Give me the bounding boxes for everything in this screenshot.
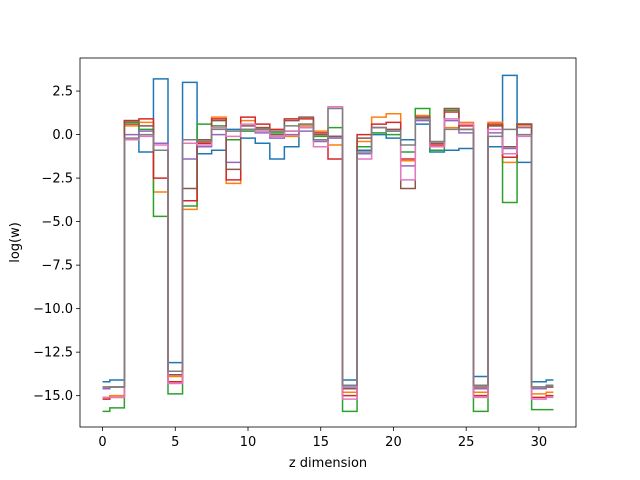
y-axis: −15.0 −12.5 −10.0 −7.5 −5.0 −2.5 0.0 2.5 (33, 85, 80, 404)
series-layer (102, 74, 554, 413)
x-axis: 0 5 10 15 20 25 30 (98, 427, 547, 450)
series-line-7 (102, 107, 554, 388)
x-tick-label: 25 (458, 435, 475, 450)
y-tick-label: 0.0 (52, 128, 73, 143)
series-line-3 (102, 111, 554, 400)
y-tick-label: −7.5 (41, 259, 73, 274)
x-axis-label: z dimension (289, 456, 367, 471)
x-tick-label: 20 (385, 435, 402, 450)
axes-frame (79, 57, 577, 428)
y-axis-label: log(w) (8, 222, 23, 263)
x-tick-label: 5 (171, 435, 179, 450)
y-tick-label: −2.5 (41, 172, 73, 187)
x-tick-label: 15 (312, 435, 329, 450)
y-tick-label: −15.0 (33, 389, 73, 404)
y-tick-label: −12.5 (33, 346, 73, 361)
y-tick-label: 2.5 (52, 85, 73, 100)
x-tick-label: 10 (240, 435, 257, 450)
y-tick-label: −5.0 (41, 215, 73, 230)
x-tick-label: 0 (98, 435, 106, 450)
x-tick-label: 30 (531, 435, 548, 450)
y-tick-label: −10.0 (33, 302, 73, 317)
